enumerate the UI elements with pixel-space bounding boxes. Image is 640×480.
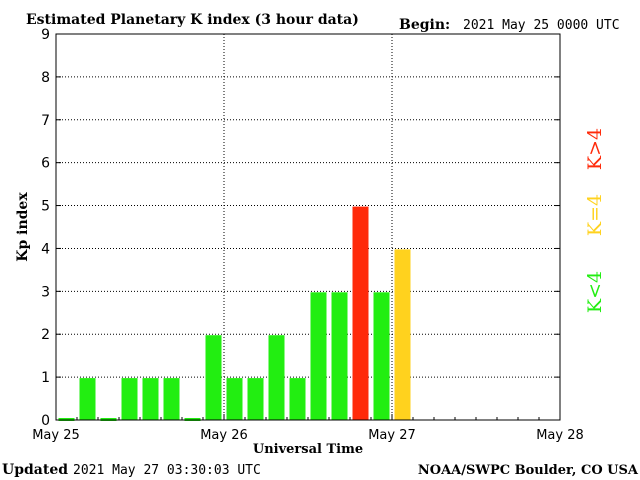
x-axis-label: Universal Time (253, 442, 363, 457)
kp-bar (331, 292, 348, 420)
y-tick-label: 2 (41, 327, 50, 343)
kp-bar (394, 249, 411, 420)
kp-bar (163, 378, 180, 420)
x-ticks: May 25 May 26 May 27 May 28 (32, 414, 584, 443)
y-tick-label: 9 (41, 27, 50, 43)
y-tick-label: 0 (41, 413, 50, 429)
updated-value: 2021 May 27 03:30:03 UTC (73, 463, 261, 478)
begin-value: 2021 May 25 0000 UTC (463, 18, 620, 33)
kp-bar (79, 378, 96, 420)
y-tick-label: 8 (41, 70, 50, 86)
kp-bar (310, 292, 327, 420)
x-tick-label: May 28 (536, 428, 584, 443)
kp-bar (268, 335, 285, 420)
kp-bar (352, 206, 369, 420)
kp-bar (373, 292, 390, 420)
y-tick-label: 7 (41, 113, 50, 129)
y-tick-label: 6 (41, 156, 50, 172)
legend-k-below-4: K<4 (584, 271, 606, 313)
grid-lines (56, 34, 560, 420)
x-tick-label: May 25 (32, 428, 80, 443)
kp-bar (247, 378, 264, 420)
y-tick-label: 4 (41, 241, 50, 257)
y-tick-label: 5 (41, 199, 50, 215)
plot-frame (55, 33, 561, 421)
x-tick-label: May 27 (368, 428, 416, 443)
kp-bar (142, 378, 159, 420)
legend-k-above-4: K>4 (584, 128, 606, 170)
kp-bar (121, 378, 138, 420)
y-tick-label: 1 (41, 370, 50, 386)
begin-label: Begin: (399, 17, 450, 33)
kp-bar (205, 335, 222, 420)
legend-k-equal-4: K=4 (584, 194, 606, 236)
kp-bar (289, 378, 306, 420)
source-credit: NOAA/SWPC Boulder, CO USA (418, 463, 639, 478)
bars (58, 206, 411, 421)
y-axis-label: Kp index (15, 192, 31, 262)
kp-bar (226, 378, 243, 420)
y-tick-label: 3 (41, 284, 50, 300)
updated-label: Updated (2, 462, 68, 478)
y-ticks: 0 1 2 3 4 5 6 7 8 9 (41, 27, 560, 429)
x-tick-label: May 26 (200, 428, 248, 443)
chart-title: Estimated Planetary K index (3 hour data… (26, 12, 359, 28)
